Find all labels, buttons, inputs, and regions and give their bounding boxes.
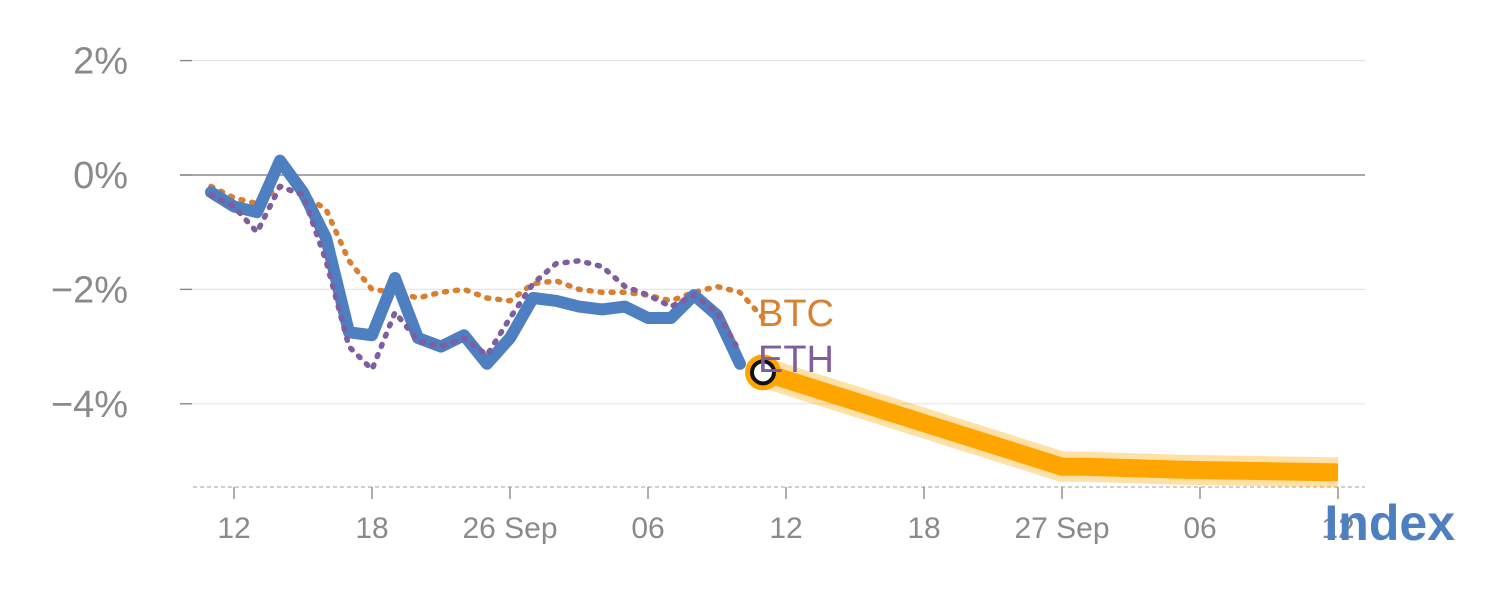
index-line (205, 154, 746, 370)
y-axis: 2% 0% −2% −4% (51, 41, 192, 426)
eth-line (208, 183, 743, 373)
x-tick-label: 27 Sep (1014, 512, 1109, 545)
x-axis: 12 18 26 Sep 06 12 18 27 Sep 06 12 (193, 486, 1365, 545)
x-tick-label: 18 (907, 512, 940, 545)
y-tick-label: −4% (51, 384, 128, 426)
grid-lines (180, 59, 1365, 405)
y-tick-label: −2% (51, 269, 128, 311)
forecast-line (760, 363, 1339, 482)
x-tick-label: 12 (217, 512, 250, 545)
x-tick-label: 12 (1321, 512, 1354, 545)
x-tick-label: 06 (631, 512, 664, 545)
x-tick-label: 12 (769, 512, 802, 545)
x-tick-label: 18 (355, 512, 388, 545)
x-tick-label: 06 (1183, 512, 1216, 545)
series-label-index: Index (1324, 495, 1455, 551)
series-layer (205, 154, 1339, 488)
highlight-marker-inner (750, 359, 776, 386)
x-tick-label: 26 Sep (462, 512, 557, 545)
y-tick-label: 2% (73, 41, 128, 83)
y-tick-label: 0% (73, 155, 128, 197)
series-label-btc: BTC (758, 293, 834, 335)
btc-line (208, 183, 766, 321)
series-label-eth: ETH (758, 339, 834, 381)
